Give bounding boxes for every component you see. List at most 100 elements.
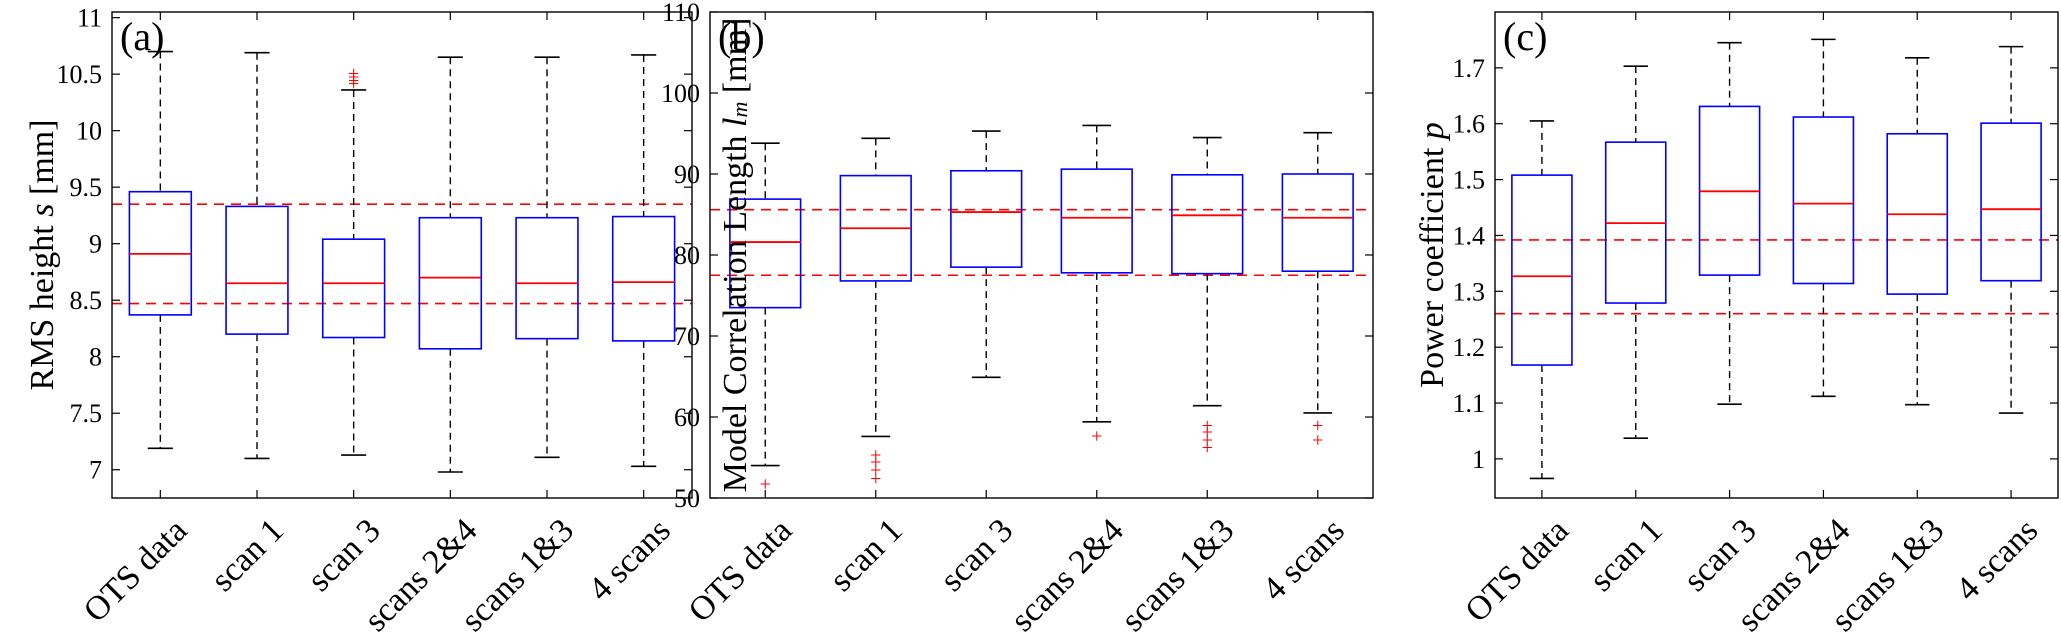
panel-label: (a) — [120, 14, 164, 59]
outlier-marker: + — [1202, 430, 1213, 452]
y-tick-label: 9.5 — [70, 173, 103, 202]
y-tick-label: 10.5 — [57, 60, 103, 89]
box-iqr — [1171, 174, 1244, 275]
y-axis-label: Model Correlation Length lm [mm] — [717, 18, 754, 493]
box-4: + — [1060, 124, 1133, 448]
category-label: OTS data — [1458, 512, 1576, 630]
y-tick-label: 1 — [1472, 445, 1485, 474]
box-1 — [128, 50, 193, 450]
outlier-marker: + — [348, 73, 359, 95]
outlier-marker: + — [1202, 415, 1213, 437]
box-4 — [418, 56, 483, 473]
plot-frame — [1494, 11, 2059, 499]
category-label: 4 scans — [1256, 512, 1352, 608]
box-iqr — [1511, 174, 1573, 366]
y-tick-label: 1.2 — [1453, 333, 1486, 362]
category-label: 4 scans — [581, 512, 677, 608]
outlier-marker: + — [1202, 422, 1213, 444]
box-iqr — [611, 215, 676, 342]
outlier-marker: + — [870, 444, 881, 466]
panel-label: (c) — [1503, 14, 1547, 59]
box-iqr — [1281, 173, 1354, 272]
category-label: 4 scans — [1949, 512, 2045, 608]
box-5 — [515, 56, 579, 459]
y-axis-label-text: Model Correlation Length — [717, 127, 754, 492]
y-tick-label: 90 — [674, 160, 700, 189]
y-tick-label: 110 — [662, 0, 700, 27]
y-axis-label-subscript: m — [727, 102, 752, 118]
outlier-marker: + — [870, 460, 881, 482]
box-1 — [1511, 120, 1573, 480]
y-tick-label: 60 — [674, 403, 700, 432]
box-iqr — [515, 216, 579, 340]
box-5 — [1886, 57, 1949, 406]
y-tick-label: 1.6 — [1453, 110, 1486, 139]
y-axis-label-unit: [mm] — [717, 18, 754, 102]
outlier-marker: + — [348, 63, 359, 85]
box-3 — [950, 130, 1023, 379]
box-2 — [1604, 65, 1667, 440]
outlier-marker: + — [1312, 415, 1323, 437]
box-iqr — [1792, 116, 1855, 285]
panel-c: 1 1.1 1.2 1.3 1.4 1.5 1.6 1.7 OTS data scan 1 scan… — [1414, 11, 2059, 639]
box-3: ++++ — [321, 63, 386, 456]
y-axis-label-unit: [mm] — [24, 119, 61, 203]
y-tick-label: 1.7 — [1453, 54, 1486, 83]
y-axis-label-text: RMS height — [24, 217, 61, 391]
y-tick-label: 1.3 — [1453, 277, 1486, 306]
box-4 — [1792, 38, 1855, 398]
panel-a: ++++ 7 7.5 8 8.5 9 9.5 10 10.5 11 OTS data scan 1 sc… — [24, 4, 693, 639]
panel-label: (b) — [718, 14, 765, 59]
outlier-marker: + — [870, 452, 881, 474]
box-5: ++++ — [1171, 136, 1244, 459]
box-6 — [1980, 45, 2042, 414]
y-tick-label: 1.1 — [1453, 389, 1486, 418]
box-iqr — [225, 205, 289, 335]
box-iqr — [950, 169, 1023, 268]
box-2: ++++ — [839, 137, 912, 490]
box-1: + — [729, 142, 802, 495]
box-iqr — [1980, 122, 2042, 282]
y-axis-label: RMS height s [mm] — [24, 119, 61, 390]
y-tick-label: 7.5 — [70, 399, 103, 428]
category-label: scan 3 — [933, 512, 1020, 599]
box-2 — [225, 51, 289, 460]
box-6: ++ — [1281, 131, 1354, 452]
outlier-marker: + — [1312, 430, 1323, 452]
y-tick-label: 7 — [89, 456, 102, 485]
category-label: scans 1&3 — [1114, 512, 1241, 639]
box-iqr — [1060, 168, 1133, 274]
y-tick-label: 80 — [674, 241, 700, 270]
y-tick-label: 100 — [661, 79, 700, 108]
y-tick-label: 1.4 — [1453, 221, 1486, 250]
category-label: scan 1 — [823, 512, 910, 599]
y-tick-label: 11 — [77, 4, 102, 33]
outlier-marker: + — [760, 473, 771, 495]
y-axis-label-symbol: p — [1414, 122, 1451, 141]
box-iqr — [729, 198, 802, 309]
y-tick-label: 70 — [674, 322, 700, 351]
box-3 — [1698, 41, 1761, 405]
outlier-marker: + — [1091, 426, 1102, 448]
y-tick-label: 10 — [76, 117, 102, 146]
y-axis-label-symbol: l — [717, 118, 754, 127]
category-label: OTS data — [77, 512, 195, 630]
plot-frame — [111, 11, 693, 499]
outlier-marker: + — [1202, 437, 1213, 459]
y-tick-label: 1.5 — [1453, 166, 1486, 195]
y-axis-label-symbol: s — [24, 204, 61, 217]
box-iqr — [321, 238, 386, 339]
category-label: scans 2&4 — [1004, 512, 1131, 639]
outlier-marker: + — [870, 468, 881, 490]
y-axis-label: Power coefficient p — [1414, 122, 1451, 388]
category-label: OTS data — [682, 512, 800, 630]
outlier-marker: + — [348, 66, 359, 88]
box-6 — [611, 54, 676, 468]
category-label: scan 1 — [204, 512, 291, 599]
y-tick-label: 8.5 — [70, 286, 103, 315]
y-axis-label-text: Power coefficient — [1414, 139, 1451, 388]
outlier-marker: + — [348, 70, 359, 92]
category-label: scan 3 — [301, 512, 388, 599]
